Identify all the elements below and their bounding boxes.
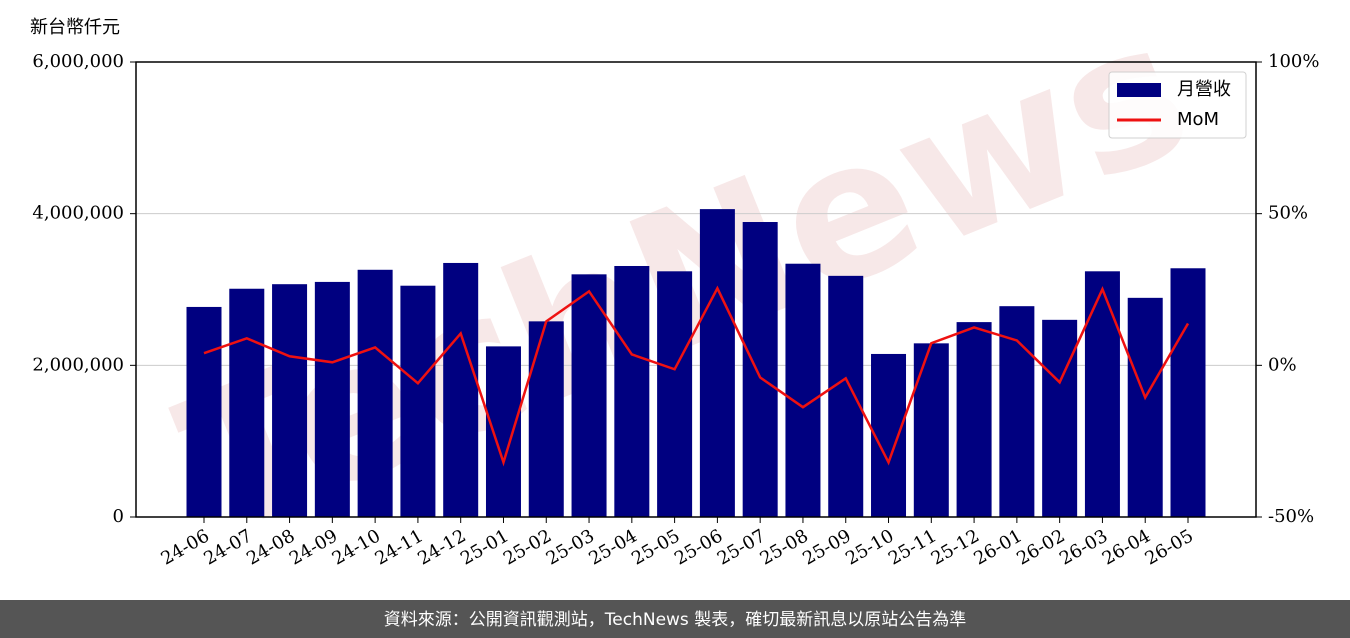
bar	[357, 269, 393, 517]
bar	[314, 281, 350, 517]
bar	[229, 288, 265, 517]
bar	[699, 209, 735, 517]
x-tick-label: 25-06	[671, 525, 726, 569]
legend-label: 月營收	[1177, 79, 1231, 100]
bar	[571, 274, 607, 517]
bar	[1127, 297, 1163, 517]
mom-line	[203, 285, 1190, 467]
bar	[528, 321, 564, 517]
bar	[742, 222, 778, 517]
x-tick-label: 25-12	[928, 525, 983, 569]
y2-tick-label: -50%	[1268, 506, 1314, 527]
x-tick-label: 26-04	[1099, 525, 1154, 569]
bar	[186, 306, 222, 517]
y-axis-label: 新台幣仟元	[30, 17, 120, 38]
y2-tick-label: 0%	[1268, 354, 1297, 375]
source-note: 資料來源：公開資訊觀測站，TechNews 製表，確切最新訊息以原站公告為準	[384, 610, 966, 630]
bar	[913, 343, 949, 517]
y-tick-label: 0	[113, 506, 124, 527]
x-tick-label: 26-01	[970, 525, 1025, 569]
footer-bar	[0, 600, 1350, 638]
bar	[828, 275, 864, 517]
x-tick-label: 26-02	[1013, 525, 1068, 569]
y2-tick-label: 100%	[1268, 51, 1319, 72]
bar	[1170, 268, 1206, 517]
x-tick-label: 25-04	[585, 525, 640, 569]
x-tick-label: 25-01	[457, 525, 512, 569]
legend-label: MoM	[1177, 109, 1219, 130]
bar	[871, 353, 907, 517]
bar	[956, 322, 992, 517]
bar	[614, 265, 650, 517]
y2-tick-label: 50%	[1268, 203, 1308, 224]
bar	[400, 285, 436, 517]
x-tick-label: 25-03	[543, 525, 598, 569]
bar	[657, 271, 693, 517]
bar	[443, 262, 479, 517]
x-tick-label: 25-10	[842, 525, 897, 569]
bar	[485, 346, 521, 517]
x-tick-label: 24-11	[371, 525, 426, 569]
x-tick-label: 25-11	[885, 525, 940, 569]
y-tick-label: 4,000,000	[32, 203, 124, 224]
x-tick-label: 25-02	[500, 525, 555, 569]
x-tick-label: 24-12	[414, 525, 469, 569]
x-tick-label: 25-08	[757, 525, 812, 569]
x-tick-label: 25-07	[714, 525, 769, 569]
x-tick-label: 26-05	[1142, 525, 1197, 569]
x-tick-label: 24-06	[158, 525, 213, 569]
x-tick-label: 26-03	[1056, 525, 1111, 569]
y-tick-label: 2,000,000	[32, 354, 124, 375]
bar	[272, 284, 308, 517]
plot-frame	[135, 61, 1257, 518]
bar	[785, 263, 821, 517]
y-tick-label: 6,000,000	[32, 51, 124, 72]
x-tick-label: 25-09	[799, 525, 854, 569]
bar	[1042, 319, 1078, 517]
bar	[1084, 271, 1120, 517]
legend-swatch	[1117, 83, 1161, 97]
x-tick-label: 25-05	[628, 525, 683, 569]
